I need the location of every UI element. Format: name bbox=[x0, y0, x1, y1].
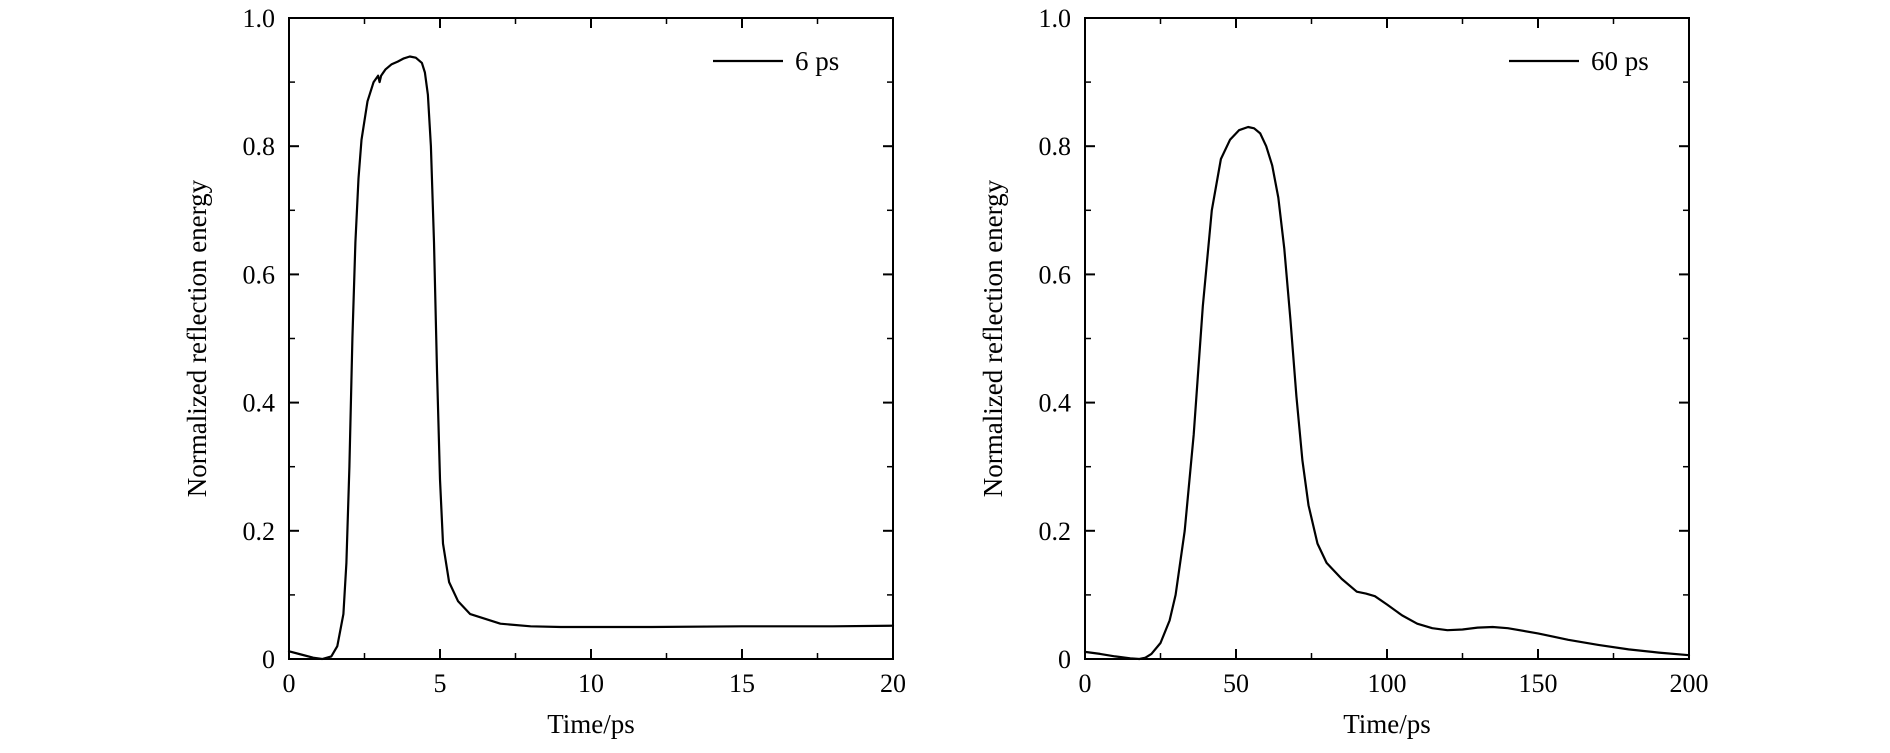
x-axis-label-left: Time/ps bbox=[547, 709, 635, 739]
x-axis-label-right: Time/ps bbox=[1343, 709, 1431, 739]
x-tick-label-right: 150 bbox=[1519, 669, 1558, 698]
x-tick-label-left: 5 bbox=[434, 669, 447, 698]
y-tick-label-right: 0 bbox=[1058, 645, 1071, 674]
y-tick-label-left: 1.0 bbox=[243, 4, 276, 33]
y-tick-label-left: 0.8 bbox=[243, 132, 276, 161]
y-tick-label-left: 0 bbox=[262, 645, 275, 674]
y-tick-label-right: 0.2 bbox=[1039, 517, 1072, 546]
y-axis-label-right: Normalized reflection energy bbox=[978, 179, 1008, 497]
x-tick-label-left: 15 bbox=[729, 669, 755, 698]
y-tick-label-left: 0.4 bbox=[243, 389, 276, 418]
series-line-left bbox=[287, 55, 895, 661]
chart-panel-left: 0 5 10 15 20 0 0.2 0.4 0.6 0.8 1.0 Time/ps Normalize… bbox=[182, 4, 906, 739]
y-tick-label-right: 0.6 bbox=[1039, 260, 1072, 289]
series-line-right bbox=[1083, 125, 1691, 661]
legend-label-right: 60 ps bbox=[1591, 46, 1649, 76]
x-tick-label-left: 0 bbox=[283, 669, 296, 698]
x-tick-label-right: 0 bbox=[1079, 669, 1092, 698]
y-tick-label-left: 0.2 bbox=[243, 517, 276, 546]
legend-label-left: 6 ps bbox=[795, 46, 839, 76]
x-tick-label-right: 100 bbox=[1368, 669, 1407, 698]
y-axis-label-left: Normalized reflection energy bbox=[182, 179, 212, 497]
x-tick-label-left: 10 bbox=[578, 669, 604, 698]
x-tick-label-right: 50 bbox=[1223, 669, 1249, 698]
y-tick-label-right: 1.0 bbox=[1039, 4, 1072, 33]
y-tick-label-right: 0.8 bbox=[1039, 132, 1072, 161]
y-tick-label-left: 0.6 bbox=[243, 260, 276, 289]
y-tick-label-right: 0.4 bbox=[1039, 389, 1072, 418]
x-tick-label-left: 20 bbox=[880, 669, 906, 698]
chart-panel-right: 0 50 100 150 200 0 0.2 0.4 0.6 0.8 1.0 Time/ps Norma… bbox=[978, 4, 1709, 739]
x-tick-label-right: 200 bbox=[1670, 669, 1709, 698]
